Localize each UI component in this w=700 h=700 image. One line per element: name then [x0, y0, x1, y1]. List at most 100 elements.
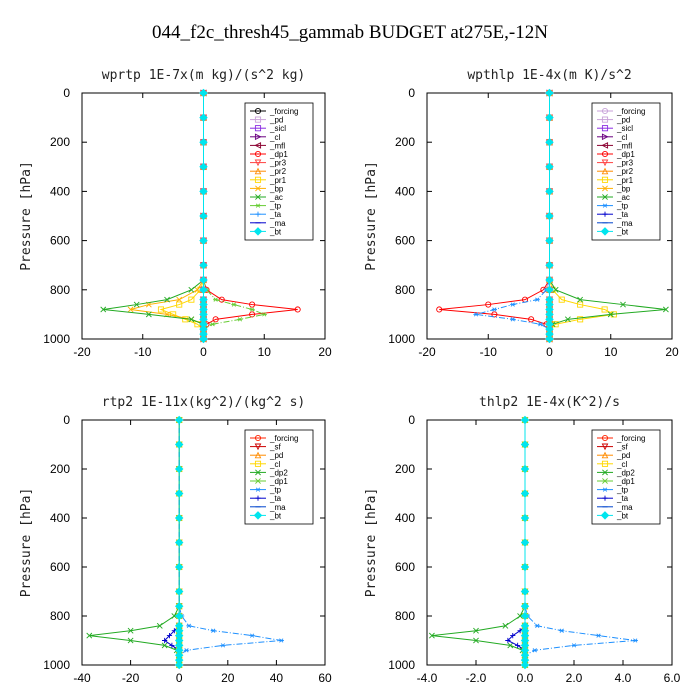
- data-point: [294, 306, 301, 313]
- legend-entry: _tp: [597, 202, 629, 211]
- data-point: [537, 322, 543, 327]
- x-tick-label: 6.0: [664, 671, 681, 685]
- x-tick-label: 10: [604, 345, 618, 359]
- data-point: [261, 312, 267, 317]
- legend-entry: _pd: [250, 116, 283, 125]
- legend-marker: [255, 487, 261, 492]
- data-point: [545, 137, 554, 147]
- data-point: [174, 562, 184, 572]
- plot-frame: [426, 419, 673, 666]
- legend-entry: _bp: [250, 184, 284, 193]
- legend-label: _cl: [616, 133, 627, 142]
- legend-entry: _bt: [250, 227, 282, 236]
- data-point: [520, 464, 530, 474]
- data-point: [188, 286, 195, 293]
- legend-label: _bt: [269, 227, 282, 236]
- legend-marker: [253, 511, 263, 520]
- data-point: [249, 311, 256, 318]
- y-tick-label: 800: [50, 609, 70, 623]
- data-point: [199, 275, 208, 285]
- data-point: [174, 415, 184, 425]
- legend-entry: _forcing: [597, 107, 645, 116]
- legend-label: _dp1: [269, 477, 288, 486]
- data-point: [520, 489, 530, 498]
- data-point: [127, 637, 134, 644]
- legend-entry: _bt: [597, 511, 629, 520]
- data-point: [545, 88, 554, 98]
- x-tick-label: 20: [221, 671, 235, 685]
- data-point: [166, 633, 173, 639]
- legend-marker: [254, 107, 262, 115]
- legend-label: _mfl: [616, 141, 632, 150]
- data-point: [199, 211, 208, 221]
- data-point: [485, 301, 492, 308]
- data-point: [162, 637, 168, 644]
- data-point: [491, 311, 498, 318]
- legend-entry: _pr2: [250, 167, 287, 176]
- legend-marker: [602, 203, 608, 208]
- legend-label: _bp: [269, 184, 284, 193]
- data-point: [188, 316, 195, 323]
- y-tick-label: 200: [395, 135, 415, 149]
- legend-marker: [601, 159, 609, 167]
- legend-label: _forcing: [269, 107, 298, 116]
- legend-marker: [255, 203, 261, 208]
- data-point: [517, 613, 524, 619]
- plot-frame: [81, 419, 326, 666]
- legend-label: _ac: [616, 193, 630, 202]
- legend-label: _pr1: [616, 176, 634, 185]
- data-point: [174, 440, 184, 449]
- legend-label: _tp: [616, 486, 629, 495]
- data-point: [545, 211, 554, 221]
- panel-3: rtp2 1E-11x(kg^2)/(kg^2 s) Pressure [hPa]…: [19, 395, 332, 685]
- y-tick-label: 1000: [43, 658, 70, 672]
- legend-entry: _cl: [597, 133, 627, 142]
- data-point: [520, 611, 530, 621]
- series-dp1: [436, 89, 553, 343]
- legend-entry: _ma: [250, 219, 286, 228]
- legend-marker: [255, 478, 261, 484]
- legend-entry: _mfl: [597, 141, 632, 150]
- data-point: [133, 301, 140, 308]
- data-point: [100, 306, 107, 313]
- legend: _forcing_pd_sicl_cl_mfl_dp1_pr3_pr2_pr1_…: [591, 102, 661, 241]
- panel-1: wprtp 1E-7x(m kg)/(s^2 kg) Pressure [hPa]…: [19, 68, 332, 359]
- y-tick-label: 600: [50, 234, 70, 248]
- data-point: [520, 538, 530, 547]
- data-point: [174, 611, 184, 621]
- legend-marker: [601, 434, 609, 442]
- legend-label: _cl: [616, 460, 627, 469]
- series-pr1: [157, 89, 207, 343]
- legend-label: _bp: [616, 184, 631, 193]
- y-tick-label: 200: [50, 135, 70, 149]
- legend-entry: _dp1: [597, 150, 635, 159]
- legend-marker: [254, 125, 262, 132]
- legend-marker: [601, 133, 609, 141]
- data-point: [520, 587, 530, 596]
- data-point: [127, 306, 134, 313]
- data-point: [174, 464, 184, 474]
- legend-label: _dp1: [616, 150, 635, 159]
- data-point: [545, 187, 554, 196]
- data-point: [510, 317, 516, 322]
- data-point: [199, 162, 208, 172]
- data-point: [176, 301, 183, 308]
- legend-label: _pr2: [616, 167, 634, 176]
- data-point: [199, 285, 208, 295]
- legend-label: _ta: [269, 494, 282, 503]
- y-tick-label: 200: [395, 462, 415, 476]
- legend-label: _ma: [269, 219, 286, 228]
- data-point: [507, 642, 514, 649]
- series-tp: [473, 90, 553, 342]
- legend-entry: _dp2: [597, 468, 635, 477]
- data-point: [436, 306, 443, 313]
- x-tick-label: 60: [318, 671, 332, 685]
- data-point: [199, 334, 208, 344]
- data-point: [534, 623, 540, 628]
- data-point: [473, 637, 479, 644]
- legend-marker: [254, 167, 262, 175]
- data-point: [174, 660, 184, 670]
- legend-label: _pd: [269, 116, 283, 125]
- x-tick-label: 0: [200, 345, 207, 359]
- legend-marker: [254, 150, 262, 158]
